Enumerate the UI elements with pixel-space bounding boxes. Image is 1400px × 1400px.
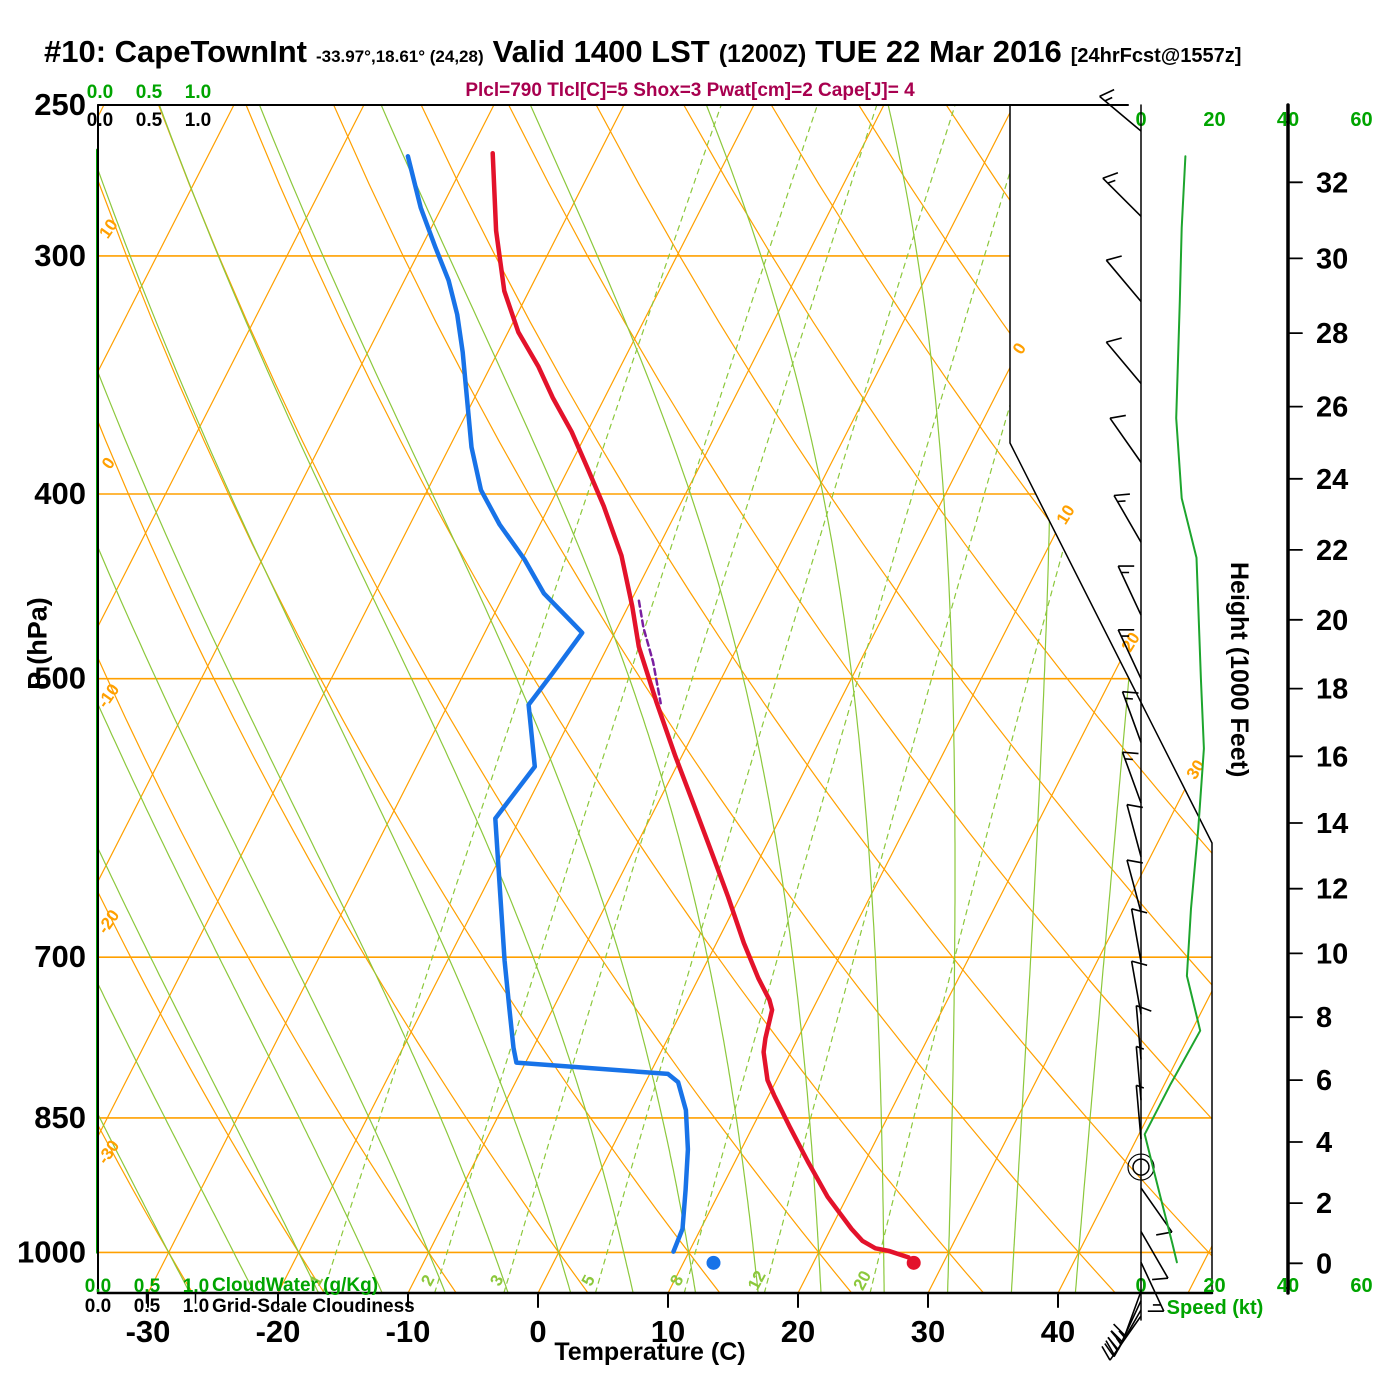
svg-text:10: 10 <box>1053 502 1079 528</box>
surface-dewpoint-dot <box>706 1255 721 1270</box>
parcel-curve <box>637 599 662 705</box>
svg-text:0: 0 <box>98 454 119 473</box>
svg-text:0.0: 0.0 <box>87 82 113 103</box>
pressure-axis-label: P (hPa) <box>22 597 53 690</box>
wind-speed-profile <box>1143 155 1205 1264</box>
station-coords: -33.97°,18.61° (24,28) <box>315 47 484 66</box>
svg-text:40: 40 <box>1041 1314 1075 1349</box>
cloudwater-legend: CloudWater (g/Kg) <box>212 1275 379 1296</box>
svg-text:0: 0 <box>1316 1248 1332 1280</box>
svg-text:0: 0 <box>1009 339 1030 357</box>
mixing-ratio-labels: 1 2 3 5 8 12 20 <box>306 1268 875 1294</box>
svg-text:1000: 1000 <box>17 1234 86 1269</box>
svg-text:14: 14 <box>1316 808 1348 840</box>
svg-text:18: 18 <box>1316 674 1348 706</box>
svg-text:60: 60 <box>1350 109 1372 131</box>
svg-text:-20: -20 <box>256 1314 301 1349</box>
svg-text:2: 2 <box>417 1272 438 1289</box>
svg-text:0.5: 0.5 <box>134 1296 161 1317</box>
moist-adiabat-lines <box>98 105 1174 1293</box>
svg-text:32: 32 <box>1316 167 1348 199</box>
svg-text:4: 4 <box>1316 1127 1332 1159</box>
chart-title: #10: CapeTownInt -33.97°,18.61° (24,28) … <box>44 34 1241 70</box>
svg-text:5: 5 <box>578 1272 599 1289</box>
svg-text:20: 20 <box>781 1314 815 1349</box>
svg-text:850: 850 <box>34 1100 86 1135</box>
svg-text:20: 20 <box>1203 1275 1225 1297</box>
station-name: #10: CapeTownInt <box>44 34 307 69</box>
svg-text:1.0: 1.0 <box>185 110 211 131</box>
svg-text:10: 10 <box>651 1314 685 1349</box>
valid-date: TUE 22 Mar 2016 <box>815 34 1062 69</box>
valid-time: Valid 1400 LST <box>492 34 710 69</box>
temperature-axis-label: Temperature (C) <box>554 1338 746 1366</box>
dewpoint-curve <box>405 154 721 1270</box>
plot-border <box>96 104 1214 1295</box>
svg-text:8: 8 <box>1316 1002 1332 1034</box>
station-circle <box>1132 1158 1150 1176</box>
svg-text:1.0: 1.0 <box>185 82 211 103</box>
svg-text:2: 2 <box>1316 1188 1332 1220</box>
temperature-curve <box>490 150 921 1270</box>
svg-text:250: 250 <box>34 87 86 122</box>
svg-text:26: 26 <box>1316 392 1348 424</box>
zulu-time: (1200Z) <box>718 40 807 68</box>
svg-text:700: 700 <box>34 939 86 974</box>
svg-text:0: 0 <box>529 1314 546 1349</box>
svg-text:0.5: 0.5 <box>136 82 163 103</box>
mixing-ratio-lines <box>322 105 1189 1293</box>
sounding-indices: Plcl=790 Tlcl[C]=5 Shox=3 Pwat[cm]=2 Cap… <box>465 80 915 101</box>
svg-text:20: 20 <box>1203 109 1225 131</box>
svg-text:30: 30 <box>1183 756 1209 782</box>
svg-text:20: 20 <box>1118 629 1144 655</box>
svg-text:0.5: 0.5 <box>134 1276 161 1297</box>
svg-text:-30: -30 <box>126 1314 171 1349</box>
svg-text:0.0: 0.0 <box>87 110 113 131</box>
forecast-tag: [24hrFcst@1557z] <box>1070 45 1242 67</box>
speed-axis-label: Speed (kt) <box>1166 1297 1264 1319</box>
dry-adiabat-lines <box>98 105 1212 1293</box>
isotherm-lines <box>98 105 1212 1293</box>
svg-text:10: 10 <box>95 215 121 241</box>
svg-text:12: 12 <box>1316 874 1348 906</box>
svg-text:10: 10 <box>1316 938 1348 970</box>
svg-text:30: 30 <box>911 1314 945 1349</box>
svg-text:3: 3 <box>486 1272 507 1289</box>
svg-text:0.5: 0.5 <box>136 110 163 131</box>
svg-text:500: 500 <box>34 661 86 696</box>
svg-text:1.0: 1.0 <box>183 1276 209 1297</box>
svg-text:6: 6 <box>1316 1065 1332 1097</box>
height-axis-label: Height (1000 Feet) <box>1225 562 1253 778</box>
svg-text:300: 300 <box>34 238 86 273</box>
isobar-lines <box>98 255 1212 1254</box>
svg-text:20: 20 <box>1316 605 1348 637</box>
svg-text:60: 60 <box>1350 1275 1372 1297</box>
svg-text:-10: -10 <box>386 1314 431 1349</box>
wind-barbs <box>1099 88 1173 1361</box>
svg-text:1.0: 1.0 <box>183 1296 209 1317</box>
svg-text:16: 16 <box>1316 741 1348 773</box>
surface-temp-dot <box>906 1255 921 1270</box>
svg-text:22: 22 <box>1316 535 1348 567</box>
cloudiness-legend: Grid-Scale Cloudiness <box>212 1296 415 1317</box>
svg-text:30: 30 <box>1316 243 1348 275</box>
svg-text:0.0: 0.0 <box>85 1296 111 1317</box>
svg-text:0.0: 0.0 <box>85 1276 111 1297</box>
svg-text:400: 400 <box>34 476 86 511</box>
svg-text:24: 24 <box>1316 464 1348 496</box>
svg-text:28: 28 <box>1316 318 1348 350</box>
